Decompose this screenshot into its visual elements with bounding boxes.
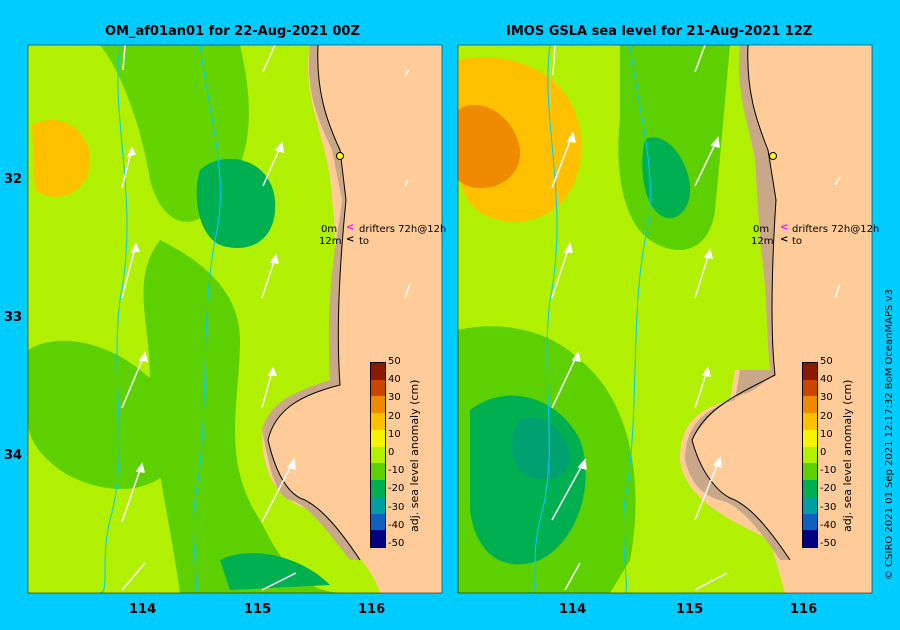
contour-low bbox=[28, 340, 185, 489]
colorbar-segment bbox=[803, 396, 817, 414]
station-marker bbox=[336, 152, 344, 160]
lat-label-32: 32 bbox=[4, 172, 23, 187]
contour-ridge-deep bbox=[642, 137, 691, 219]
lon-label-114: 114 bbox=[559, 602, 587, 617]
colorbar-title-left: adj. sea level anomaly (cm) bbox=[408, 379, 421, 532]
colorbar-tick-label: 40 bbox=[820, 374, 833, 386]
current-arrows bbox=[551, 44, 841, 591]
colorbar-segment bbox=[803, 446, 817, 464]
colorbar-tick-label: 0 bbox=[388, 447, 395, 458]
colorbar-segment bbox=[371, 396, 385, 414]
credit-text: © CSIRO 2021 01 Sep 2021 12:17:32 BoM Oc… bbox=[884, 289, 895, 580]
station-marker bbox=[769, 152, 777, 160]
contour-blob bbox=[196, 158, 276, 248]
contour-hot bbox=[458, 104, 521, 189]
contour-ridge bbox=[143, 240, 340, 593]
colorbar-tick-label: 30 bbox=[820, 392, 833, 404]
contour-zero bbox=[28, 45, 249, 222]
left-panel-title: OM_af01an01 for 22-Aug-2021 00Z bbox=[105, 24, 360, 39]
coastline bbox=[267, 44, 361, 561]
colorbar-segment bbox=[803, 530, 817, 548]
legend-arrow-magenta: < bbox=[346, 222, 355, 233]
right-panel-title: IMOS GSLA sea level for 21-Aug-2021 12Z bbox=[506, 24, 813, 39]
legend-depth-0m: 0m bbox=[321, 224, 338, 235]
lon-label-114: 114 bbox=[129, 602, 157, 617]
colorbar-tick-label: 20 bbox=[820, 410, 833, 422]
bathymetry-contour-a bbox=[99, 44, 128, 594]
colorbar-tick-label: 50 bbox=[820, 356, 833, 367]
colorbar-segment bbox=[371, 513, 385, 531]
colorbar-segment bbox=[803, 463, 817, 481]
legend-arrow-black: < bbox=[346, 234, 355, 245]
bathymetry-contour-b bbox=[193, 44, 221, 594]
right-map bbox=[457, 44, 873, 594]
lon-label-115: 115 bbox=[244, 602, 272, 617]
colorbar-tick-label: -50 bbox=[820, 538, 837, 549]
colorbar-tick-label: 40 bbox=[388, 374, 401, 386]
colorbar-segment bbox=[371, 363, 385, 381]
colorbar-segment bbox=[803, 379, 817, 397]
coastline bbox=[691, 44, 791, 561]
colorbar-tick-label: -40 bbox=[388, 519, 405, 531]
colorbar-segment bbox=[803, 480, 817, 498]
legend-depth-0m: 0m bbox=[753, 224, 770, 235]
legend-drifters: drifters 72h@12h bbox=[359, 224, 447, 235]
lon-label-115: 115 bbox=[676, 602, 704, 617]
colorbar-segment bbox=[803, 363, 817, 381]
colorbar-segment bbox=[371, 379, 385, 397]
legend-to: to bbox=[792, 236, 803, 247]
left-map-panel: OM_af01an01 for 22-Aug-2021 00Z bbox=[4, 24, 447, 617]
colorbar-right bbox=[802, 362, 818, 548]
colorbar-tick-label: 30 bbox=[388, 392, 401, 404]
contour-warm bbox=[32, 119, 90, 197]
colorbar-segment bbox=[371, 480, 385, 498]
colorbar-left bbox=[370, 362, 386, 548]
colorbar-segment bbox=[371, 413, 385, 431]
colorbar-tick-label: -10 bbox=[820, 465, 837, 477]
colorbar-tick-label: -10 bbox=[388, 465, 405, 477]
legend-arrow-magenta: < bbox=[780, 222, 789, 233]
coast-fill bbox=[685, 45, 790, 560]
legend-depth-12m: 12m bbox=[751, 236, 774, 247]
colorbar-segment bbox=[803, 513, 817, 531]
colorbar-segment bbox=[803, 496, 817, 515]
colorbar-tick-label: 20 bbox=[388, 410, 401, 422]
lon-label-116: 116 bbox=[358, 602, 386, 617]
colorbar-tick-label: 0 bbox=[820, 447, 827, 458]
bathymetry-contour-b bbox=[623, 44, 651, 594]
lon-label-116: 116 bbox=[790, 602, 818, 617]
colorbar-segment bbox=[371, 446, 385, 464]
colorbar-tick-label: 50 bbox=[388, 356, 401, 367]
colorbar-tick-label: -30 bbox=[820, 501, 837, 513]
current-arrows bbox=[121, 44, 411, 591]
colorbar-tick-label: -20 bbox=[388, 483, 405, 495]
colorbar-tick-label: 10 bbox=[388, 428, 401, 440]
legend-depth-12m: 12m bbox=[319, 236, 342, 247]
contour-lowcore bbox=[512, 417, 570, 480]
legend-arrow-black: < bbox=[780, 234, 789, 245]
colorbar-tick-label: -40 bbox=[820, 519, 837, 531]
colorbar-tick-label: -50 bbox=[388, 538, 405, 549]
contour-ridge-green bbox=[618, 45, 730, 250]
bathymetry-contour-a bbox=[529, 44, 558, 594]
legend-drifters: drifters 72h@12h bbox=[792, 224, 880, 235]
lat-label-33: 33 bbox=[4, 310, 23, 325]
colorbar-tick-label: -20 bbox=[820, 483, 837, 495]
colorbar-segment bbox=[371, 463, 385, 481]
colorbar-title-right: adj. sea level anomaly (cm) bbox=[841, 379, 854, 532]
colorbar-segment bbox=[803, 413, 817, 431]
colorbar-segment bbox=[371, 496, 385, 515]
lat-label-34: 34 bbox=[4, 448, 23, 463]
colorbar-tick-label: 10 bbox=[820, 428, 833, 440]
colorbar-segment bbox=[371, 530, 385, 548]
colorbar-segment bbox=[371, 429, 385, 448]
right-map-panel: IMOS GSLA sea level for 21-Aug-2021 12Z bbox=[430, 0, 900, 630]
contour-lowfill bbox=[220, 553, 330, 590]
colorbar-tick-label: -30 bbox=[388, 501, 405, 513]
legend-to: to bbox=[359, 236, 370, 247]
colorbar-segment bbox=[803, 429, 817, 448]
